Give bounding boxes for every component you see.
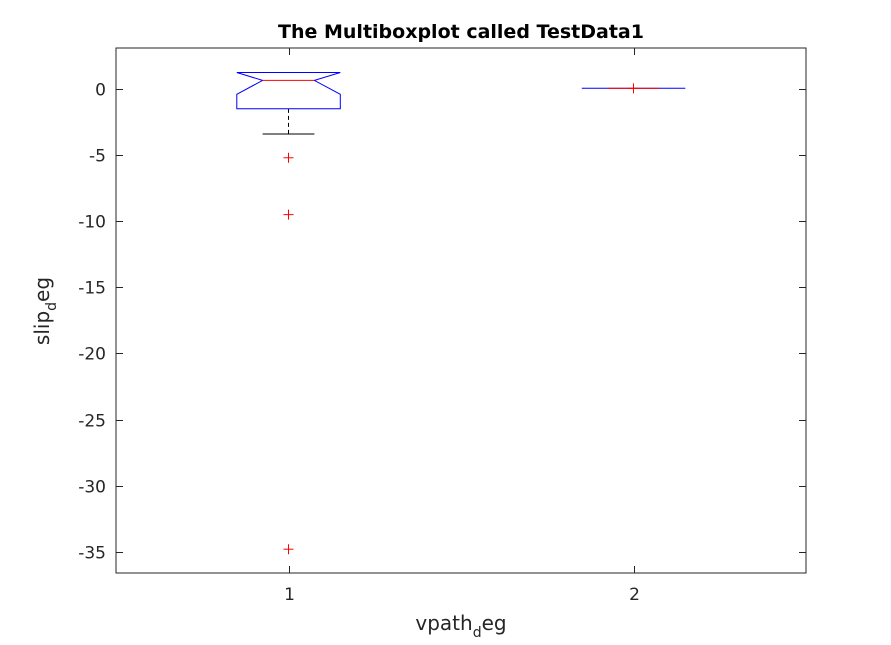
y-tick-label: -5: [89, 147, 106, 167]
axes-box: [115, 47, 807, 574]
outlier-point: [283, 209, 294, 220]
y-axis-label: slipdeg: [30, 277, 60, 345]
chart-title: The Multiboxplot called TestData1: [278, 21, 644, 43]
y-axis-label-sub: d: [44, 302, 60, 311]
y-tick-label: -20: [78, 345, 106, 365]
x-axis-label-sub: d: [473, 625, 482, 641]
outlier-point: [283, 152, 294, 163]
x-axis-label-tail: eg: [482, 611, 507, 635]
box-outline: [236, 72, 341, 110]
boxes: [236, 72, 686, 555]
y-tick-label: -10: [78, 213, 106, 233]
box-1: [236, 72, 341, 555]
x-tick-label: 1: [284, 585, 295, 605]
x-axis-label: vpathdeg: [415, 611, 506, 641]
y-tick-label: -30: [78, 478, 106, 498]
y-tick-label: -15: [78, 279, 106, 299]
x-axis-label-main: vpath: [415, 611, 472, 635]
outlier-point: [628, 83, 639, 94]
y-tick-label: -25: [78, 412, 106, 432]
box-2: [581, 83, 686, 94]
y-axis-label-main: slip: [30, 311, 54, 345]
y-tick-label: 0: [95, 81, 106, 101]
x-tick-label: 2: [629, 585, 640, 605]
outlier-point: [283, 544, 294, 555]
y-tick-label: -35: [78, 544, 106, 564]
y-axis-label-tail: eg: [30, 277, 54, 302]
plot-area: [115, 47, 807, 574]
y-axis: 0 -5 -10 -15 -20 -25 -30 -35: [78, 81, 806, 564]
